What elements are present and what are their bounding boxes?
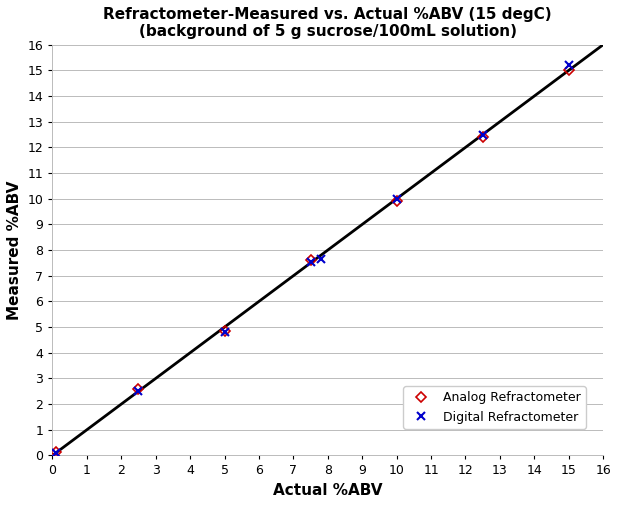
Title: Refractometer-Measured vs. Actual %ABV (15 degC)
(background of 5 g sucrose/100m: Refractometer-Measured vs. Actual %ABV (… [103, 7, 552, 39]
X-axis label: Actual %ABV: Actual %ABV [273, 483, 383, 498]
Legend: Analog Refractometer, Digital Refractometer: Analog Refractometer, Digital Refractome… [403, 386, 586, 429]
Y-axis label: Measured %ABV: Measured %ABV [7, 180, 22, 320]
